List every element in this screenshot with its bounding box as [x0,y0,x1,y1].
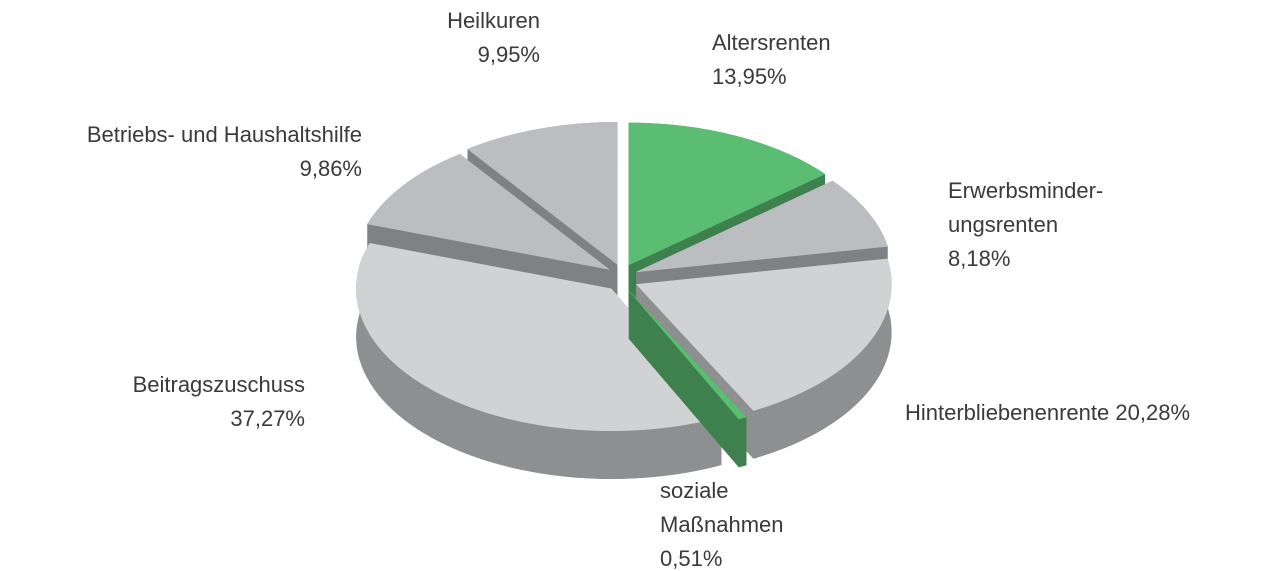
category-label: Betriebs- und Haushaltshilfe [86,122,362,147]
slice [628,290,747,420]
value-label: 20,28% [1115,400,1191,425]
category-label: Heilkuren [447,8,540,33]
slice [367,154,610,270]
value-label: 9,86% [299,156,362,181]
value-label: 9,95% [477,42,540,67]
value-label: 37,27% [230,406,305,431]
slice-label: Betriebs- und Haushaltshilfe 9,86% [87,118,362,186]
category-label: Erwerbsminder- ungsrenten [948,178,1104,237]
slice-label: Hinterbliebenenrente 20,28% [905,396,1190,430]
category-label: Beitragszuschuss [132,372,305,397]
slice-label: soziale Maßnahmen 0,51% [660,474,784,571]
value-label: 13,95% [712,64,787,89]
slice [628,122,826,266]
slice-label: Heilkuren 9,95% [447,4,540,72]
slice [635,258,892,411]
slice [467,122,618,265]
value-label: 8,18% [948,246,1011,271]
slice-label: Beitragszuschuss 37,27% [133,368,305,436]
slice-wall [738,416,747,468]
slice [636,180,888,273]
category-label: soziale Maßnahmen [660,478,784,537]
category-label: Altersrenten [712,30,831,55]
slice-label: Erwerbsminder- ungsrenten 8,18% [948,174,1103,276]
slice-label: Altersrenten 13,95% [712,26,831,94]
value-label: 0,51% [660,546,723,571]
slice [356,243,722,432]
category-label: Hinterbliebenenrente [905,400,1110,425]
